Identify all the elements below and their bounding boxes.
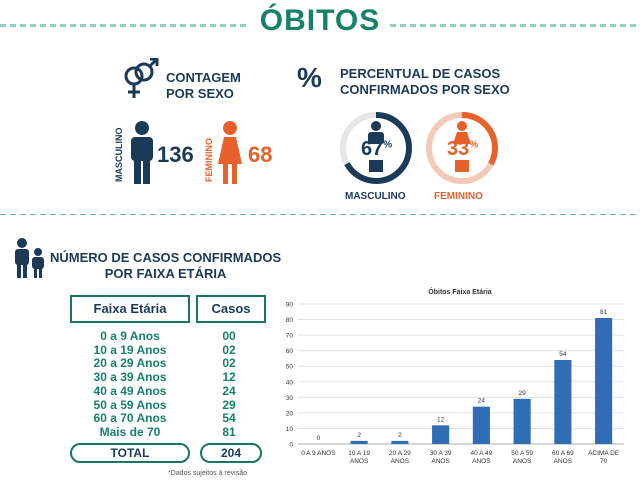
y-tick-label: 10 xyxy=(286,426,294,433)
sex-count-heading-line1: CONTAGEM xyxy=(166,70,241,85)
y-tick-label: 60 xyxy=(286,348,294,355)
table-row-range: 40 a 49 Anos xyxy=(93,383,167,398)
bar xyxy=(554,360,572,444)
table-row-range: 10 a 19 Anos xyxy=(93,342,167,357)
bar xyxy=(391,440,409,444)
bar xyxy=(432,425,450,444)
male-percent-arc xyxy=(340,112,412,184)
section-divider xyxy=(0,214,640,215)
age-heading-line1: NÚMERO DE CASOS CONFIRMADOS xyxy=(50,250,282,265)
table-row-range: 20 a 29 Anos xyxy=(93,356,167,371)
male-percent-ring xyxy=(340,112,412,184)
table-row-range: 30 a 39 Anos xyxy=(93,370,167,385)
female-percent-ring xyxy=(426,112,498,184)
sex-count-heading-line2: POR SEXO xyxy=(166,86,234,101)
data-label: 81 xyxy=(600,309,608,316)
table-cases-column: 00 02 02 12 24 29 54 81 xyxy=(196,329,262,440)
x-tick-label: 50 A 59 xyxy=(511,450,533,457)
bar xyxy=(595,318,613,444)
table-total-label: TOTAL xyxy=(70,443,190,463)
y-tick-label: 90 xyxy=(286,302,294,309)
female-percent-arc xyxy=(426,112,498,184)
footnote: *Dados sujeitos à revisão xyxy=(168,470,247,477)
female-count-label: FEMININO xyxy=(204,138,214,182)
gender-symbols-icon xyxy=(124,58,159,98)
table-row-cases: 02 xyxy=(222,342,236,357)
sex-percent-heading-line1: PERCENTUAL DE CASOS xyxy=(340,66,501,81)
bar xyxy=(513,398,531,444)
x-tick-label: ANOS xyxy=(391,458,410,465)
age-section-heading: NÚMERO DE CASOS CONFIRMADOS POR FAIXA ET… xyxy=(50,250,281,282)
male-figure-icon xyxy=(131,121,153,184)
table-row-cases: 12 xyxy=(222,370,236,385)
female-figure-icon xyxy=(218,121,242,184)
data-label: 54 xyxy=(559,351,567,358)
x-tick-label: ANOS xyxy=(554,458,573,465)
x-tick-label: 40 A 49 xyxy=(471,450,493,457)
people-icon xyxy=(15,238,44,278)
table-row-range: 0 a 9 Anos xyxy=(100,329,160,343)
table-row-range: 50 a 59 Anos xyxy=(93,397,167,412)
female-percent-value: 33% xyxy=(447,138,479,160)
data-label: 2 xyxy=(357,432,361,439)
male-count-value: 136 xyxy=(157,142,194,167)
y-tick-label: 0 xyxy=(289,442,293,449)
x-tick-label: 10 A 19 xyxy=(348,450,370,457)
x-tick-label: 60 A 69 xyxy=(552,450,574,457)
table-header-range: Faixa Etária xyxy=(70,295,190,323)
male-count-label: MASCULINO xyxy=(114,127,124,183)
table-row-cases: 24 xyxy=(222,383,236,398)
x-tick-label: ACIMA DE xyxy=(588,450,620,457)
sex-percent-heading: PERCENTUAL DE CASOS CONFIRMADOS POR SEXO xyxy=(340,66,510,98)
page-title: ÓBITOS xyxy=(0,4,640,38)
male-percent-label: MASCULINO xyxy=(345,191,406,202)
table-row-cases: 54 xyxy=(222,411,236,426)
data-label: 0 xyxy=(317,435,321,442)
x-tick-label: ANOS xyxy=(513,458,532,465)
y-tick-label: 50 xyxy=(286,364,294,371)
percent-symbol-icon: % xyxy=(297,62,322,93)
x-tick-label: ANOS xyxy=(431,458,450,465)
y-tick-label: 40 xyxy=(286,379,294,386)
y-tick-label: 20 xyxy=(286,410,294,417)
table-header-cases: Casos xyxy=(196,295,266,323)
data-label: 12 xyxy=(437,416,445,423)
y-tick-label: 70 xyxy=(286,333,294,340)
data-label: 2 xyxy=(398,432,402,439)
female-count-value: 68 xyxy=(248,142,273,167)
y-tick-label: 80 xyxy=(286,317,294,324)
table-row-cases: 81 xyxy=(222,424,236,439)
table-row-cases: 02 xyxy=(222,356,236,371)
age-heading-line2: POR FAIXA ETÁRIA xyxy=(104,266,227,281)
x-tick-label: 0 A 9 ANOS xyxy=(301,450,336,457)
table-range-column: 0 a 9 Anos 10 a 19 Anos 20 a 29 Anos 30 … xyxy=(70,329,190,440)
sex-percent-heading-line2: CONFIRMADOS POR SEXO xyxy=(340,82,510,97)
data-label: 24 xyxy=(478,398,486,405)
table-row-cases: 29 xyxy=(222,397,236,412)
x-tick-label: ANOS xyxy=(350,458,369,465)
table-row-range: Mais de 70 xyxy=(99,424,161,439)
table-row-range: 60 a 70 Anos xyxy=(93,411,167,426)
female-percent-label: FEMININO xyxy=(434,191,483,202)
bar xyxy=(350,440,368,444)
y-tick-label: 30 xyxy=(286,395,294,402)
table-row-cases: 00 xyxy=(222,329,236,343)
x-tick-label: 70 xyxy=(600,458,608,465)
sex-count-heading: CONTAGEM POR SEXO xyxy=(166,70,241,102)
x-tick-label: 30 A 39 xyxy=(430,450,452,457)
chart-title: Óbitos Faixa Etária xyxy=(428,289,492,296)
x-tick-label: 20 A 29 xyxy=(389,450,411,457)
bar xyxy=(472,406,490,444)
data-label: 29 xyxy=(519,390,527,397)
table-total-value: 204 xyxy=(200,443,262,463)
male-percent-value: 67% xyxy=(361,138,393,160)
x-tick-label: ANOS xyxy=(472,458,491,465)
